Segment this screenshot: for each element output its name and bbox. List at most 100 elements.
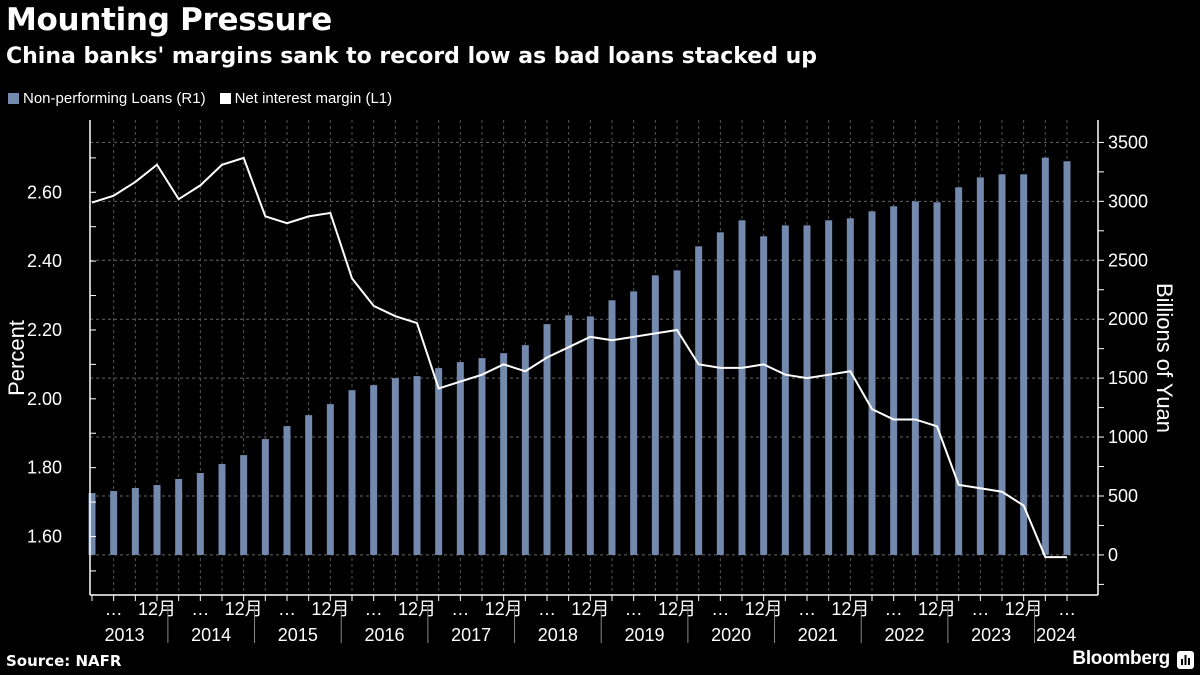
left-axis-title: Percent bbox=[4, 320, 29, 396]
bar-npl bbox=[651, 275, 659, 555]
bar-npl bbox=[608, 300, 616, 555]
bar-npl bbox=[500, 353, 508, 555]
bar-npl bbox=[716, 232, 724, 555]
right-tick-label: 2500 bbox=[1108, 250, 1148, 270]
x-tick-label: 12月 bbox=[571, 599, 609, 619]
bar-npl bbox=[998, 174, 1006, 555]
bar-npl bbox=[586, 316, 594, 555]
x-tick-label: … bbox=[191, 599, 209, 619]
left-tick-label: 2.40 bbox=[27, 251, 62, 271]
x-tick-label: … bbox=[625, 599, 643, 619]
x-tick-label: … bbox=[885, 599, 903, 619]
legend-item-npl: Non-performing Loans (R1) bbox=[8, 90, 206, 107]
right-tick-label: 500 bbox=[1108, 486, 1138, 506]
bar-npl bbox=[630, 291, 638, 555]
bar-npl bbox=[695, 246, 703, 555]
bar-npl bbox=[196, 473, 204, 555]
right-tick-label: 1000 bbox=[1108, 427, 1148, 447]
x-tick-label: 12月 bbox=[225, 599, 263, 619]
x-tick-label: 12月 bbox=[745, 599, 783, 619]
bar-npl bbox=[1020, 174, 1028, 555]
legend-swatch-npl bbox=[8, 93, 19, 104]
x-tick-label: … bbox=[451, 599, 469, 619]
bar-npl bbox=[890, 206, 898, 555]
bar-npl bbox=[521, 345, 529, 555]
left-tick-label: 1.80 bbox=[27, 458, 62, 478]
bar-npl bbox=[110, 491, 118, 555]
bar-npl bbox=[955, 187, 963, 555]
bar-npl bbox=[781, 225, 789, 555]
x-year-label: 2014 bbox=[191, 625, 231, 645]
bar-npl bbox=[565, 315, 573, 555]
right-tick-label: 3000 bbox=[1108, 191, 1148, 211]
bar-npl bbox=[88, 493, 96, 555]
bar-npl bbox=[911, 201, 919, 555]
x-tick-label: … bbox=[538, 599, 556, 619]
x-tick-label: … bbox=[105, 599, 123, 619]
bar-npl bbox=[218, 464, 226, 555]
x-year-label: 2024 bbox=[1036, 625, 1076, 645]
x-year-label: 2022 bbox=[884, 625, 924, 645]
x-year-label: 2018 bbox=[538, 625, 578, 645]
bar-npl bbox=[1063, 161, 1071, 555]
legend-label-nim: Net interest margin (L1) bbox=[234, 90, 393, 107]
x-tick-label: 12月 bbox=[311, 599, 349, 619]
x-year-label: 2023 bbox=[971, 625, 1011, 645]
x-year-label: 2013 bbox=[104, 625, 144, 645]
right-tick-label: 2000 bbox=[1108, 309, 1148, 329]
bar-npl bbox=[175, 479, 183, 555]
bar-npl bbox=[933, 202, 941, 555]
x-year-label: 2019 bbox=[624, 625, 664, 645]
source-note: Source: NAFR bbox=[6, 652, 122, 670]
left-tick-label: 2.60 bbox=[27, 182, 62, 202]
legend-item-nim: Net interest margin (L1) bbox=[219, 90, 393, 107]
left-tick-label: 2.00 bbox=[27, 389, 62, 409]
bar-npl bbox=[391, 378, 399, 555]
x-tick-label: 12月 bbox=[1005, 599, 1043, 619]
bloomberg-logo: Bloomberg bbox=[1072, 648, 1170, 669]
bar-npl bbox=[370, 385, 378, 555]
bar-npl bbox=[413, 376, 421, 555]
legend-swatch-nim bbox=[219, 93, 231, 104]
chart-subtitle: China banks' margins sank to record low … bbox=[6, 44, 818, 69]
x-tick-label: 12月 bbox=[138, 599, 176, 619]
bar-npl bbox=[153, 485, 161, 555]
x-tick-label: 12月 bbox=[398, 599, 436, 619]
left-tick-label: 1.60 bbox=[27, 526, 62, 546]
x-tick-label: … bbox=[278, 599, 296, 619]
bar-npl bbox=[261, 439, 269, 555]
x-tick-label: … bbox=[971, 599, 989, 619]
bar-npl bbox=[131, 487, 139, 555]
bar-npl bbox=[673, 270, 681, 555]
bar-npl bbox=[348, 390, 356, 555]
bar-npl bbox=[456, 362, 464, 555]
bar-npl bbox=[760, 236, 768, 555]
x-year-label: 2021 bbox=[798, 625, 838, 645]
bar-npl bbox=[240, 455, 248, 555]
x-tick-label: … bbox=[798, 599, 816, 619]
bar-npl bbox=[846, 218, 854, 555]
x-year-label: 2016 bbox=[364, 625, 404, 645]
x-tick-label: … bbox=[365, 599, 383, 619]
right-axis-title: Billions of Yuan bbox=[1152, 283, 1177, 433]
bar-npl bbox=[803, 225, 811, 555]
x-tick-label: … bbox=[1058, 599, 1076, 619]
bar-npl bbox=[738, 220, 746, 555]
x-tick-label: 12月 bbox=[658, 599, 696, 619]
right-tick-label: 3500 bbox=[1108, 132, 1148, 152]
bar-npl bbox=[825, 220, 833, 555]
bar-npl bbox=[326, 404, 334, 555]
bar-npl bbox=[435, 368, 443, 555]
right-tick-label: 1500 bbox=[1108, 368, 1148, 388]
x-tick-label: … bbox=[711, 599, 729, 619]
x-year-label: 2017 bbox=[451, 625, 491, 645]
bar-npl bbox=[283, 426, 291, 555]
left-tick-label: 2.20 bbox=[27, 320, 62, 340]
x-year-label: 2015 bbox=[278, 625, 318, 645]
bar-npl bbox=[976, 177, 984, 555]
x-year-label: 2020 bbox=[711, 625, 751, 645]
bar-npl bbox=[868, 211, 876, 555]
bar-npl bbox=[478, 358, 486, 555]
legend-label-npl: Non-performing Loans (R1) bbox=[23, 90, 206, 107]
